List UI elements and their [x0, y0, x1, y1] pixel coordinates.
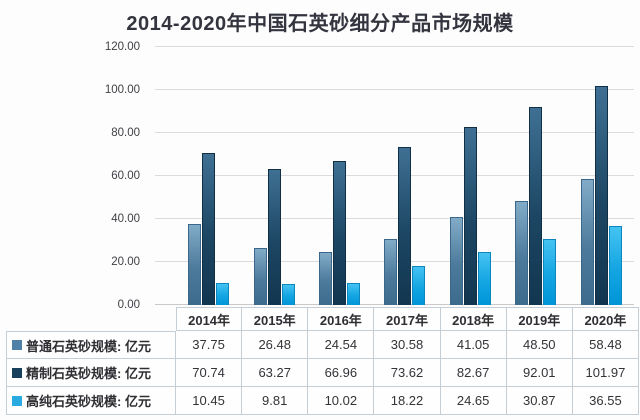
- gridline: [155, 89, 634, 90]
- value-cell-series3-2016年: 10.02: [308, 387, 375, 415]
- value-cell-series3-2020年: 36.55: [572, 387, 639, 415]
- value-cell-series2-2016年: 66.96: [308, 359, 375, 387]
- bar-groups: [176, 47, 634, 305]
- bar-series2-2019年: [529, 107, 543, 305]
- table-header-2017年: 2017年: [374, 307, 441, 331]
- table-header-2016年: 2016年: [308, 307, 375, 331]
- bar-group-2020年: [569, 47, 634, 305]
- bar-group-2015年: [241, 47, 306, 305]
- bar-series2-2018年: [463, 127, 477, 305]
- value-cell-series1-2019年: 48.50: [506, 331, 573, 359]
- bar-group-2018年: [438, 47, 503, 305]
- value-cell-series3-2015年: 9.81: [242, 387, 309, 415]
- bar-series3-2014年: [216, 282, 230, 305]
- table-row-series1: 普通石英砂规模: 亿元 37.75 26.48 24.54 30.58 41.05 48.5…: [6, 331, 639, 359]
- legend-swatch-icon: [12, 395, 22, 406]
- gridline: [155, 175, 634, 176]
- legend-swatch-icon: [12, 367, 22, 378]
- bar-group-2014年: [176, 47, 241, 305]
- legend-label-text: 普通石英砂规模: 亿元: [26, 338, 151, 354]
- bar-series3-2020年: [608, 226, 622, 305]
- plot-area: [155, 46, 634, 305]
- bar-series2-2014年: [202, 152, 216, 305]
- bar-group-2017年: [372, 47, 437, 305]
- legend-label-text: 精制石英砂规模: 亿元: [26, 366, 151, 381]
- data-table: 2014年 2015年 2016年 2017年 2018年 2019年 2020年 普通石英…: [6, 307, 639, 415]
- y-tick-label: 80.00: [111, 127, 140, 139]
- table-header-row: 2014年 2015年 2016年 2017年 2018年 2019年 2020年: [6, 307, 639, 331]
- value-cell-series1-2017年: 30.58: [374, 331, 441, 359]
- bar-series1-2019年: [515, 200, 529, 305]
- table-header-2018年: 2018年: [440, 307, 507, 331]
- legend-label-series3: 高纯石英砂规模: 亿元: [6, 387, 176, 415]
- table-header-2019年: 2019年: [506, 307, 573, 331]
- bar-series1-2016年: [319, 252, 333, 305]
- bar-series1-2017年: [384, 239, 398, 305]
- value-cell-series2-2015年: 63.27: [242, 359, 309, 387]
- bar-series3-2015年: [281, 283, 295, 305]
- value-cell-series3-2018年: 24.65: [440, 387, 507, 415]
- y-axis-tick-labels: 0.00 20.00 40.00 60.00 80.00 100.00 120.00: [0, 41, 148, 311]
- y-tick-label: 0.00: [117, 299, 140, 311]
- y-tick-label: 60.00: [111, 170, 140, 182]
- gridline: [155, 218, 634, 219]
- value-cell-series2-2017年: 73.62: [374, 359, 441, 387]
- bar-series3-2019年: [543, 238, 557, 305]
- bar-series2-2017年: [398, 146, 412, 305]
- legend-label-series2: 精制石英砂规模: 亿元: [6, 359, 176, 387]
- table-row-series2: 精制石英砂规模: 亿元 70.74 63.27 66.96 73.62 82.67 92.0…: [6, 359, 639, 387]
- value-cell-series2-2020年: 101.97: [572, 359, 639, 387]
- bar-series1-2014年: [188, 223, 202, 305]
- bar-series3-2018年: [477, 252, 491, 305]
- value-cell-series2-2014年: 70.74: [176, 359, 243, 387]
- y-tick-label: 20.00: [111, 256, 140, 268]
- legend-swatch-icon: [12, 340, 22, 350]
- bar-series1-2020年: [580, 179, 594, 305]
- legend-label-text: 高纯石英砂规模: 亿元: [26, 394, 151, 409]
- gridline: [155, 46, 634, 47]
- value-cell-series1-2015年: 26.48: [242, 331, 309, 359]
- bar-series2-2020年: [594, 85, 608, 305]
- bar-series1-2018年: [449, 216, 463, 305]
- table-header-2020年: 2020年: [572, 307, 639, 331]
- bar-group-2019年: [503, 47, 568, 305]
- bar-group-2016年: [307, 47, 372, 305]
- chart-title: 2014-2020年中国石英砂细分产品市场规模: [126, 13, 514, 35]
- value-cell-series2-2018年: 82.67: [440, 359, 507, 387]
- bar-series2-2016年: [333, 161, 347, 305]
- value-cell-series3-2014年: 10.45: [176, 387, 243, 415]
- y-tick-label: 100.00: [104, 84, 140, 96]
- bar-series3-2017年: [412, 265, 426, 305]
- gridline: [155, 132, 634, 133]
- bar-series2-2015年: [267, 168, 281, 305]
- table-row-series3: 高纯石英砂规模: 亿元 10.45 9.81 10.02 18.22 24.65 30.87…: [6, 387, 639, 415]
- value-cell-series2-2019年: 92.01: [506, 359, 573, 387]
- table-header-2014年: 2014年: [176, 307, 243, 331]
- y-tick-label: 40.00: [111, 213, 140, 225]
- value-cell-series1-2014年: 37.75: [176, 331, 243, 359]
- value-cell-series1-2018年: 41.05: [440, 331, 507, 359]
- value-cell-series1-2020年: 58.48: [572, 331, 639, 359]
- table-corner-cell: [6, 307, 176, 331]
- y-tick-label: 120.00: [104, 41, 140, 53]
- value-cell-series3-2019年: 30.87: [506, 387, 573, 415]
- bar-series1-2015年: [253, 248, 267, 305]
- bar-series3-2016年: [347, 283, 361, 305]
- legend-label-series1: 普通石英砂规模: 亿元: [6, 331, 176, 359]
- value-cell-series1-2016年: 24.54: [308, 331, 375, 359]
- value-cell-series3-2017年: 18.22: [374, 387, 441, 415]
- table-header-2015年: 2015年: [242, 307, 309, 331]
